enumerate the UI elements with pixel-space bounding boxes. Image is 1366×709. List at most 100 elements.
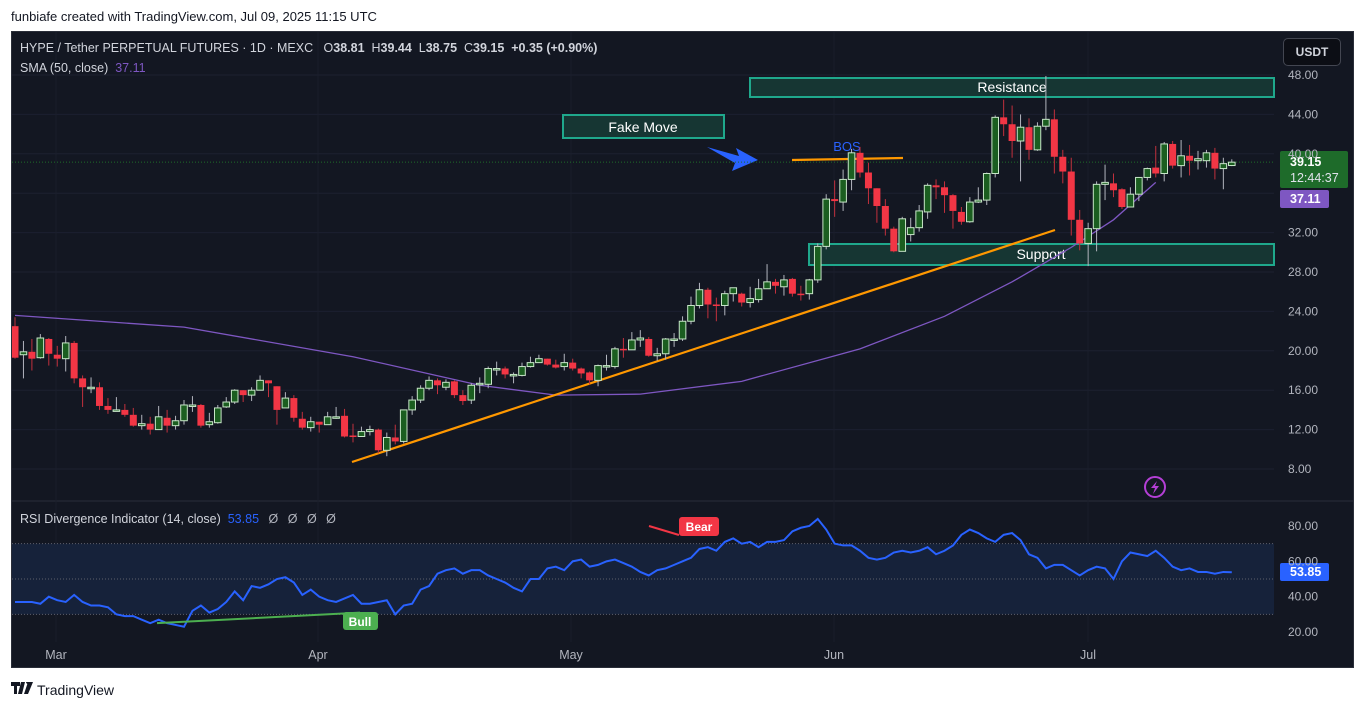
tradingview-brand: TradingView — [37, 681, 115, 698]
candle-down — [1211, 152, 1219, 169]
candle-up — [695, 289, 704, 306]
candle-up — [222, 401, 231, 408]
candle-up — [982, 173, 991, 201]
candle-down — [96, 387, 103, 406]
candle-up — [535, 358, 543, 364]
candle-up — [560, 362, 569, 368]
price-tick: 16.00 — [1288, 383, 1318, 397]
time-tick-jul: Jul — [1080, 648, 1096, 662]
change-value: +0.35 (+0.90%) — [511, 41, 598, 55]
symbol-title[interactable]: HYPE / Tether PERPETUAL FUTURES · 1D · M… — [20, 41, 314, 55]
sma-price-label — [1280, 190, 1329, 208]
candle-up — [1126, 193, 1135, 208]
fake-move-label: Fake Move — [608, 119, 677, 135]
candle-up — [416, 387, 425, 401]
candle-up — [357, 431, 366, 437]
sma-legend-value: 37.11 — [115, 61, 146, 75]
candle-up — [87, 386, 95, 390]
candle-down — [349, 435, 357, 438]
chart-frame[interactable]: Resistance Support Fake Move BOS Bull Bear … — [11, 31, 1354, 668]
candle-up — [137, 423, 146, 427]
candle-up — [230, 389, 239, 403]
candle-up — [628, 339, 636, 351]
bull-badge — [343, 612, 378, 630]
bos-line[interactable] — [791, 156, 904, 162]
footer-branding: TradingView — [11, 680, 115, 698]
rsi-legend: RSI Divergence Indicator (14, close) 53.… — [20, 512, 336, 526]
candle-down — [459, 395, 467, 402]
candle-down — [1169, 143, 1177, 166]
candle-up — [991, 116, 1000, 175]
bos-label: BOS — [833, 139, 861, 154]
candle-down — [129, 414, 137, 426]
resistance-label: Resistance — [977, 79, 1046, 95]
candle-up — [61, 342, 70, 360]
candle-up — [36, 337, 45, 359]
candle-up — [1016, 126, 1025, 142]
rsi-tick: 40.00 — [1288, 590, 1318, 604]
candle-up — [281, 397, 290, 409]
price-tick: 12.00 — [1288, 423, 1318, 437]
candlestick-series — [12, 75, 1236, 457]
candle-up — [915, 210, 923, 229]
candle-up — [154, 416, 163, 431]
sma-legend-label[interactable]: SMA (50, close) — [20, 61, 109, 75]
candle-up — [171, 420, 180, 427]
resistance-zone[interactable] — [749, 77, 1275, 98]
candle-up — [636, 337, 645, 341]
candle-up — [214, 407, 222, 424]
trendline[interactable] — [351, 228, 1056, 464]
candle-up — [425, 379, 433, 389]
rsi-price-value: 53.85 — [1290, 565, 1321, 579]
candle-up — [205, 421, 214, 426]
fake-move-box[interactable] — [562, 114, 725, 139]
time-tick-apr: Apr — [308, 648, 327, 662]
price-tick: 20.00 — [1288, 344, 1318, 358]
bull-badge-label: Bull — [349, 615, 372, 629]
candle-up — [1135, 176, 1143, 195]
candle-up — [1033, 125, 1042, 151]
candle-up — [332, 416, 340, 419]
candle-down — [163, 417, 171, 426]
candle-down — [1110, 183, 1117, 191]
sma-price-value: 37.11 — [1290, 192, 1321, 206]
candle-up — [813, 245, 822, 281]
candle-up — [19, 351, 28, 356]
candle-up — [1194, 158, 1202, 162]
candle-up — [256, 379, 264, 391]
candle-up — [188, 404, 197, 407]
currency-button[interactable]: USDT — [1283, 38, 1341, 66]
candle-down — [79, 378, 87, 388]
candle-up — [1084, 228, 1092, 244]
candle-up — [475, 382, 484, 386]
candle-up — [1219, 163, 1228, 170]
candle-up — [399, 409, 408, 442]
candle-up — [602, 365, 611, 368]
candle-up — [1202, 152, 1211, 162]
candle-down — [645, 338, 653, 356]
candle-up — [484, 368, 492, 385]
candle-down — [53, 354, 61, 359]
price-tick: 28.00 — [1288, 265, 1318, 279]
rsi-tick: 80.00 — [1288, 519, 1318, 533]
candle-down — [890, 228, 898, 252]
candle-up — [442, 381, 450, 388]
candle-up — [687, 304, 695, 322]
candle-up — [974, 199, 983, 203]
candle-down — [873, 188, 881, 207]
candle-up — [492, 368, 501, 371]
low-value: 38.75 — [425, 41, 458, 55]
candle-up — [526, 362, 535, 368]
candle-down — [586, 372, 594, 381]
lightning-icon[interactable] — [1144, 476, 1166, 498]
candle-down — [121, 409, 129, 415]
candle-up — [780, 279, 788, 288]
candle-down — [957, 211, 965, 222]
candle-down — [265, 380, 272, 384]
rsi-legend-label[interactable]: RSI Divergence Indicator (14, close) — [20, 512, 221, 526]
candle-up — [1042, 118, 1050, 127]
bear-badge — [679, 517, 719, 536]
rsi-band — [12, 543, 1274, 615]
candle-down — [543, 358, 551, 365]
